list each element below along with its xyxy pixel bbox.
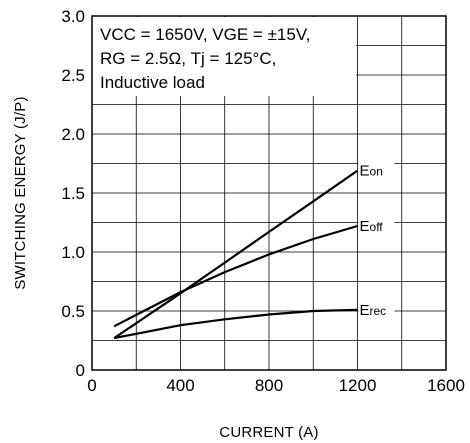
series-label-eoff: Eoff (360, 218, 384, 235)
series-label-bg-erec (358, 300, 395, 319)
x-axis-title: CURRENT (A) (219, 424, 318, 441)
annotation-line-3: Inductive load (100, 73, 205, 92)
tick-labels: 0 400 800 1200 1600 0 0.5 1.0 1.5 2.0 2.5 3.0 (61, 7, 465, 395)
series-label-bg-eon (358, 161, 395, 180)
y-tick-label: 2.0 (61, 125, 85, 144)
series-label-erec: Erec (360, 302, 387, 319)
y-tick-label: 0 (76, 361, 85, 380)
y-axis-title: SWITCHING ENERGY (J/P) (12, 96, 29, 289)
y-tick-label: 2.5 (61, 66, 85, 85)
series-label-bg-eoff (358, 217, 395, 236)
annotation-line-1: VCC = 1650V, VGE = ±15V, (100, 25, 310, 44)
annotation-line-2: RG = 2.5Ω, Tj = 125°C, (100, 49, 276, 68)
series-line-eon (113, 169, 359, 340)
y-tick-label: 1.0 (61, 243, 85, 262)
series-labels: Eon Eoff Erec (358, 161, 395, 319)
series-line-eoff (113, 224, 358, 328)
x-tick-label: 800 (255, 376, 283, 395)
plot-frame (91, 15, 447, 371)
x-tick-label: 1200 (339, 376, 377, 395)
y-tick-label: 1.5 (61, 184, 85, 203)
y-tick-label: 3.0 (61, 7, 85, 26)
series-label-eon: Eon (360, 163, 383, 180)
series-curves (113, 169, 359, 340)
y-tick-label: 0.5 (61, 302, 85, 321)
annotation-box (93, 17, 356, 96)
series-line-erec (113, 308, 358, 340)
x-tick-label: 400 (166, 376, 194, 395)
x-tick-label: 1600 (427, 376, 465, 395)
x-tick-label: 0 (87, 376, 96, 395)
